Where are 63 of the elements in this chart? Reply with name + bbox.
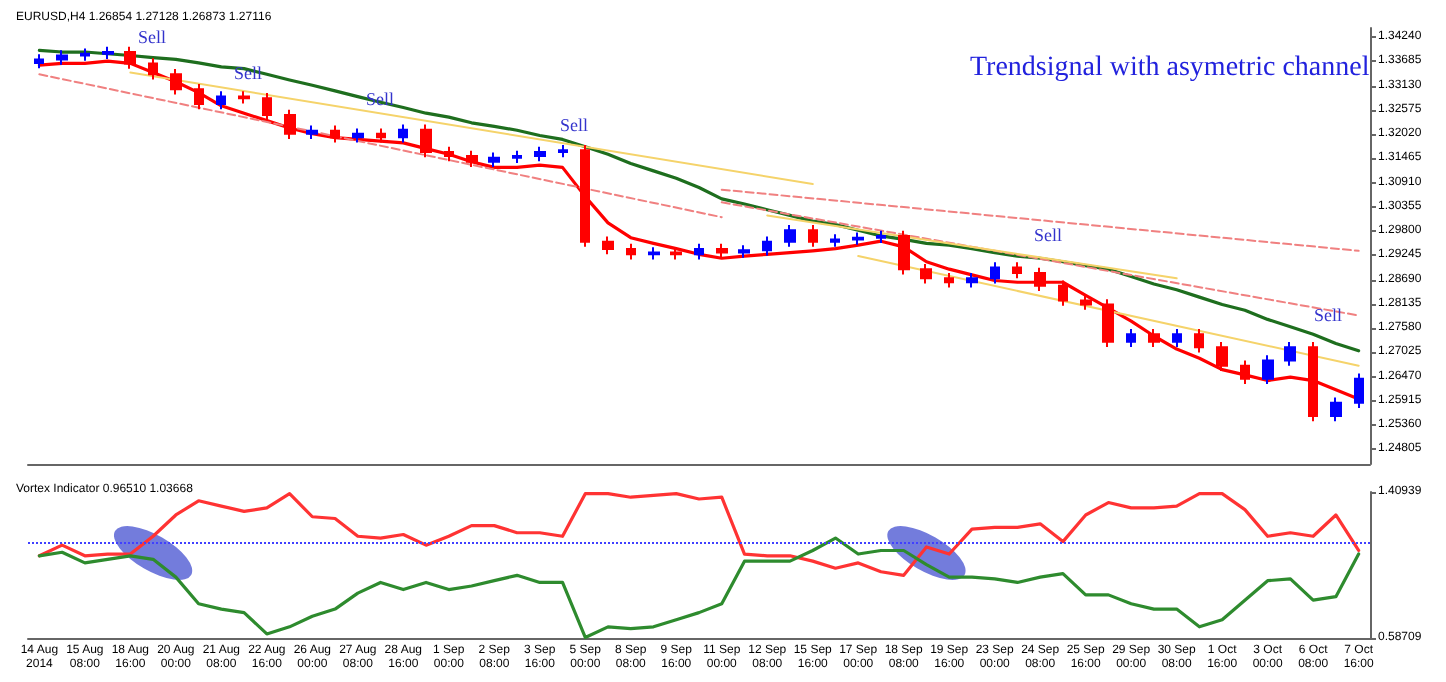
candlestick (1126, 328, 1136, 348)
candlestick (306, 124, 318, 140)
candlestick (580, 144, 590, 248)
candlestick (808, 224, 818, 248)
candlestick (352, 127, 364, 144)
candlestick (398, 123, 408, 144)
candlestick (1354, 372, 1364, 410)
candlestick (944, 272, 954, 289)
candlestick (920, 262, 932, 285)
candlestick (1034, 266, 1046, 292)
annotation: Sell (138, 27, 167, 47)
candlestick (716, 242, 728, 259)
annotation: Sell (560, 115, 589, 135)
candlestick (602, 235, 614, 256)
candlestick (34, 53, 44, 70)
candlestick (512, 149, 522, 164)
candlestick (1330, 396, 1342, 423)
candlestick (670, 246, 682, 261)
line-series (37, 492, 1361, 577)
candlestick (1102, 298, 1114, 348)
candlestick (626, 242, 636, 261)
candlestick (1284, 341, 1296, 367)
candlestick (488, 151, 500, 168)
candlestick (1240, 359, 1250, 386)
candlestick (466, 149, 478, 168)
candlestick (762, 235, 772, 257)
candlestick (194, 82, 204, 111)
candlestick (1012, 261, 1022, 280)
candlestick (990, 261, 1000, 285)
candlestick (1172, 328, 1182, 348)
candlestick (420, 123, 432, 159)
candlestick (262, 92, 272, 122)
candlestick (376, 127, 386, 144)
annotation: Sell (1034, 225, 1063, 245)
candlestick (56, 49, 68, 66)
candlestick (852, 231, 864, 246)
candlestick (694, 242, 704, 261)
candlestick (738, 244, 750, 259)
candlestick (238, 90, 250, 105)
candlestick (170, 68, 182, 96)
candlestick (966, 272, 978, 289)
candlestick (330, 124, 340, 144)
candlestick (876, 229, 886, 244)
text: Trendsignal with asymetric channel (970, 53, 1370, 83)
candlestick (216, 90, 226, 111)
annotation: Sell (1314, 305, 1343, 325)
candlestick (1148, 328, 1160, 348)
candlestick (830, 233, 840, 248)
candlestick (1262, 354, 1274, 386)
candlestick (1216, 341, 1228, 372)
candlestick (648, 246, 660, 261)
candlestick (534, 145, 546, 163)
candlestick (784, 224, 796, 248)
line-series (37, 536, 1361, 640)
candlestick (1194, 328, 1204, 354)
candlestick (898, 229, 910, 276)
candlestick (1058, 279, 1068, 307)
candlestick (1080, 294, 1092, 311)
candlestick (80, 47, 90, 62)
candlestick (284, 108, 296, 140)
candlestick (558, 144, 568, 159)
candlestick (444, 145, 454, 163)
candlestick (102, 45, 114, 61)
